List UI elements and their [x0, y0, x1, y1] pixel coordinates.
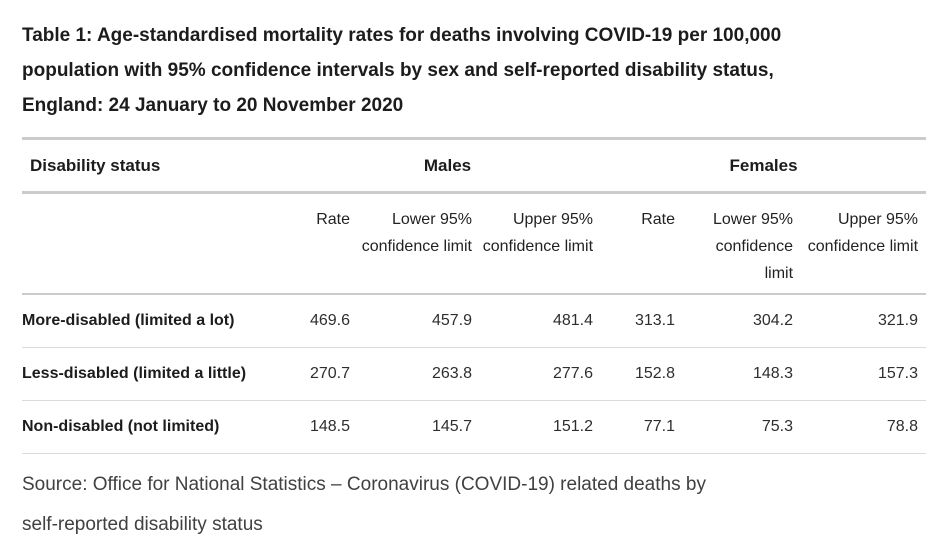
cell-females-lower-ci: 148.3 [683, 347, 802, 401]
cell-males-rate: 469.6 [294, 294, 358, 348]
sub-header-spacer [22, 192, 294, 295]
cell-females-upper-ci: 321.9 [801, 294, 927, 348]
row-label: More-disabled (limited a lot) [22, 294, 294, 348]
cell-males-upper-ci: 277.6 [480, 347, 602, 401]
cell-males-upper-ci: 151.2 [480, 400, 602, 454]
source-note: Source: Office for National Statistics –… [22, 465, 926, 545]
column-header-females-lower-ci: Lower 95% confidence limit [683, 192, 802, 295]
source-note-line-1: Source: Office for National Statistics –… [22, 474, 706, 495]
cell-males-rate: 270.7 [294, 347, 358, 401]
cell-males-lower-ci: 145.7 [358, 400, 480, 454]
cell-females-rate: 77.1 [601, 400, 684, 454]
sub-header-row: Rate Lower 95% confidence limit Upper 95… [22, 192, 927, 295]
table-row-more-disabled: More-disabled (limited a lot) 469.6 457.… [22, 294, 927, 348]
column-group-males: Males [294, 138, 602, 194]
column-header-disability-status: Disability status [22, 138, 294, 194]
table-row-less-disabled: Less-disabled (limited a little) 270.7 2… [22, 347, 927, 401]
cell-females-upper-ci: 78.8 [801, 400, 927, 454]
cell-females-lower-ci: 75.3 [683, 400, 802, 454]
table-title-line-1: Table 1: Age-standardised mortality rate… [22, 25, 782, 46]
group-header-row: Disability status Males Females [22, 138, 927, 194]
row-label: Less-disabled (limited a little) [22, 347, 294, 401]
column-group-females: Females [601, 138, 927, 194]
column-header-females-rate: Rate [601, 192, 684, 295]
cell-males-lower-ci: 457.9 [358, 294, 480, 348]
table-title-line-2: population with 95% confidence intervals… [22, 60, 774, 81]
cell-females-upper-ci: 157.3 [801, 347, 927, 401]
row-label: Non-disabled (not limited) [22, 400, 294, 454]
cell-males-rate: 148.5 [294, 400, 358, 454]
column-header-females-upper-ci: Upper 95% confidence limit [801, 192, 927, 295]
cell-males-lower-ci: 263.8 [358, 347, 480, 401]
column-header-males-upper-ci: Upper 95% confidence limit [480, 192, 602, 295]
mortality-rates-table: Disability status Males Females Rate Low… [22, 137, 927, 454]
column-header-males-lower-ci: Lower 95% confidence limit [358, 192, 480, 295]
cell-females-rate: 313.1 [601, 294, 684, 348]
table-title-line-3: England: 24 January to 20 November 2020 [22, 95, 404, 116]
cell-females-rate: 152.8 [601, 347, 684, 401]
cell-males-upper-ci: 481.4 [480, 294, 602, 348]
table-row-non-disabled: Non-disabled (not limited) 148.5 145.7 1… [22, 400, 927, 454]
source-note-line-2: self-reported disability status [22, 514, 263, 535]
table-title: Table 1: Age-standardised mortality rate… [22, 18, 926, 123]
cell-females-lower-ci: 304.2 [683, 294, 802, 348]
column-header-males-rate: Rate [294, 192, 358, 295]
